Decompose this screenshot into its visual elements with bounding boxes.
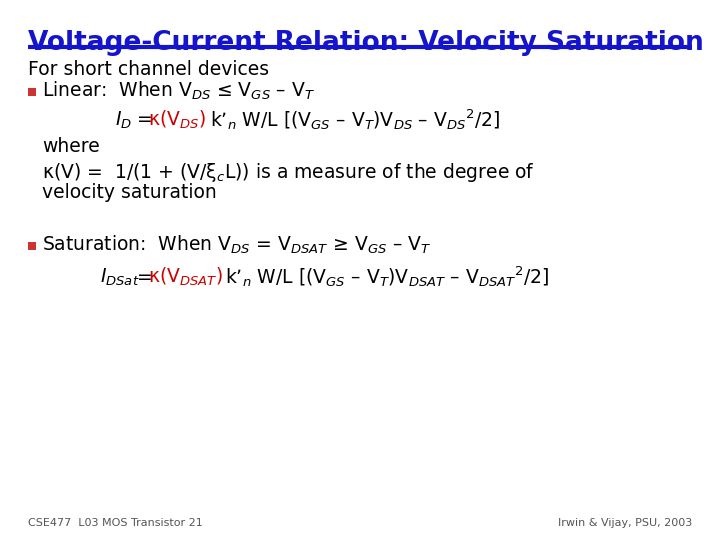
- Text: k’$_n$ W/L [(V$_{GS}$ – V$_T$)V$_{DSAT}$ – V$_{DSAT}$$^2$/2]: k’$_n$ W/L [(V$_{GS}$ – V$_T$)V$_{DSAT}$…: [225, 265, 549, 289]
- Text: where: where: [42, 138, 100, 157]
- FancyBboxPatch shape: [28, 88, 36, 96]
- Text: Linear:  When V$_{DS}$ ≤ V$_{GS}$ – V$_T$: Linear: When V$_{DS}$ ≤ V$_{GS}$ – V$_T$: [42, 80, 315, 102]
- Text: $I_{DSat}$: $I_{DSat}$: [100, 266, 140, 288]
- Text: Irwin & Vijay, PSU, 2003: Irwin & Vijay, PSU, 2003: [558, 518, 692, 528]
- Text: k’$_n$ W/L [(V$_{GS}$ – V$_T$)V$_{DS}$ – V$_{DS}$$^2$/2]: k’$_n$ W/L [(V$_{GS}$ – V$_T$)V$_{DS}$ –…: [210, 107, 500, 132]
- Text: For short channel devices: For short channel devices: [28, 60, 269, 79]
- Text: Saturation:  When V$_{DS}$ = V$_{DSAT}$ ≥ V$_{GS}$ – V$_T$: Saturation: When V$_{DS}$ = V$_{DSAT}$ ≥…: [42, 234, 431, 256]
- Text: κ(V) =  1/(1 + (V/ξ$_c$L)) is a measure of the degree of: κ(V) = 1/(1 + (V/ξ$_c$L)) is a measure o…: [42, 160, 535, 184]
- Text: κ(V$_{DS}$): κ(V$_{DS}$): [148, 109, 206, 131]
- Text: CSE477  L03 MOS Transistor 21: CSE477 L03 MOS Transistor 21: [28, 518, 203, 528]
- Text: =: =: [137, 111, 153, 130]
- Text: velocity saturation: velocity saturation: [42, 183, 217, 201]
- Text: Voltage-Current Relation: Velocity Saturation: Voltage-Current Relation: Velocity Satur…: [28, 30, 703, 56]
- Text: =: =: [137, 267, 153, 287]
- Text: κ(V$_{DSAT}$): κ(V$_{DSAT}$): [148, 266, 223, 288]
- FancyBboxPatch shape: [28, 242, 36, 250]
- Text: $I_D$: $I_D$: [115, 109, 132, 131]
